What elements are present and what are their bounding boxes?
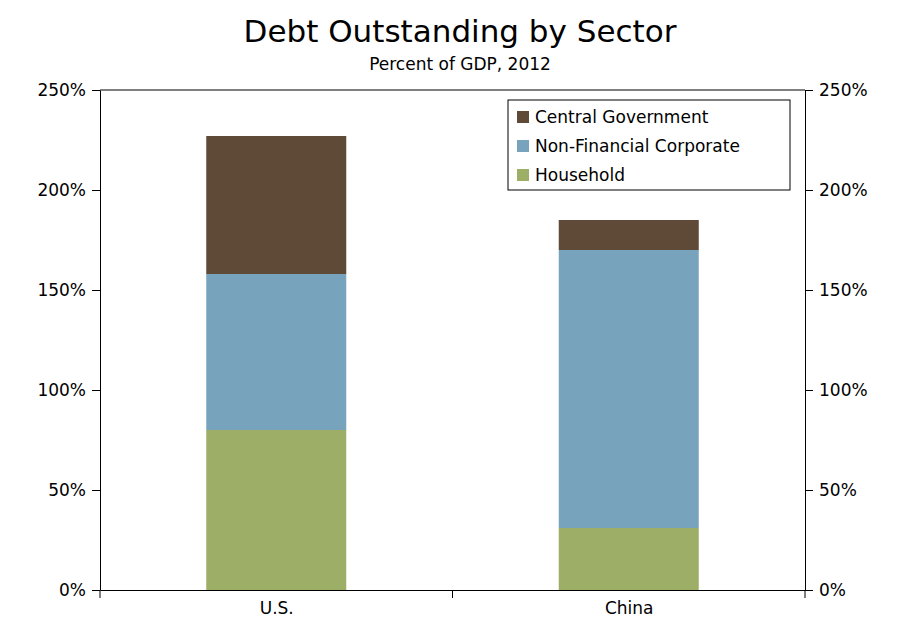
axis-line	[100, 91, 101, 591]
x-separator	[805, 590, 806, 598]
tick-label: 50%	[48, 480, 86, 500]
bar-segment	[206, 136, 346, 274]
tick-label: 150%	[37, 280, 86, 300]
legend-label: Central Government	[535, 107, 709, 127]
tick-label: 0%	[819, 580, 846, 600]
tick-label: 50%	[819, 480, 857, 500]
tick-mark	[805, 90, 813, 91]
tick: 150%	[37, 280, 100, 300]
legend-label: Household	[535, 165, 625, 185]
bar-segment	[559, 220, 699, 250]
tick-label: 100%	[819, 380, 868, 400]
tick: 200%	[805, 180, 868, 200]
tick-mark	[805, 390, 813, 391]
tick-label: 250%	[37, 80, 86, 100]
tick: 0%	[59, 580, 100, 600]
legend-swatch	[517, 140, 529, 152]
tick-label: 100%	[37, 380, 86, 400]
tick: 250%	[37, 80, 100, 100]
tick-label: 200%	[819, 180, 868, 200]
subtitle: Percent of GDP, 2012	[369, 54, 551, 74]
y-axis-right: 0% 50% 100% 150% 200% 250%	[805, 80, 868, 600]
tick-mark	[92, 90, 100, 91]
legend-swatch	[517, 111, 529, 123]
tick-label: 250%	[819, 80, 868, 100]
x-separator	[452, 590, 453, 598]
tick: 0%	[805, 580, 846, 600]
tick-mark	[92, 390, 100, 391]
tick: 100%	[805, 380, 868, 400]
x-separator	[100, 590, 101, 598]
x-axis: U.S. China	[101, 590, 806, 618]
bars	[206, 136, 699, 590]
tick-mark	[805, 490, 813, 491]
tick-mark	[805, 290, 813, 291]
title: Debt Outstanding by Sector	[244, 13, 677, 49]
tick-mark	[92, 190, 100, 191]
bar-segment	[206, 430, 346, 590]
tick: 50%	[805, 480, 857, 500]
legend: Central Government Non-Financial Corporat…	[508, 100, 790, 190]
tick: 250%	[805, 80, 868, 100]
y-axis-left: 0% 50% 100% 150% 200% 250%	[37, 80, 100, 600]
tick-label: 0%	[59, 580, 86, 600]
legend-box	[508, 100, 790, 190]
tick-mark	[92, 290, 100, 291]
plot-frame	[100, 90, 805, 91]
bar-segment	[559, 250, 699, 528]
axis-line	[805, 91, 806, 591]
tick-mark	[92, 590, 100, 591]
tick-label: 200%	[37, 180, 86, 200]
tick: 200%	[37, 180, 100, 200]
tick-mark	[92, 490, 100, 491]
legend-label: Non-Financial Corporate	[535, 136, 740, 156]
chart: Debt Outstanding by Sector Percent of GDP…	[0, 0, 920, 640]
tick-label: 150%	[819, 280, 868, 300]
tick-label: China	[605, 598, 654, 618]
tick-label: U.S.	[260, 598, 294, 618]
legend-swatch	[517, 169, 529, 181]
tick: 100%	[37, 380, 100, 400]
x-separators	[100, 590, 805, 598]
tick: 50%	[48, 480, 100, 500]
tick: 150%	[805, 280, 868, 300]
bar-segment	[206, 274, 346, 430]
bar-segment	[559, 528, 699, 590]
tick-mark	[805, 590, 813, 591]
tick: China	[605, 590, 654, 618]
tick-mark	[805, 190, 813, 191]
tick: U.S.	[260, 590, 294, 618]
